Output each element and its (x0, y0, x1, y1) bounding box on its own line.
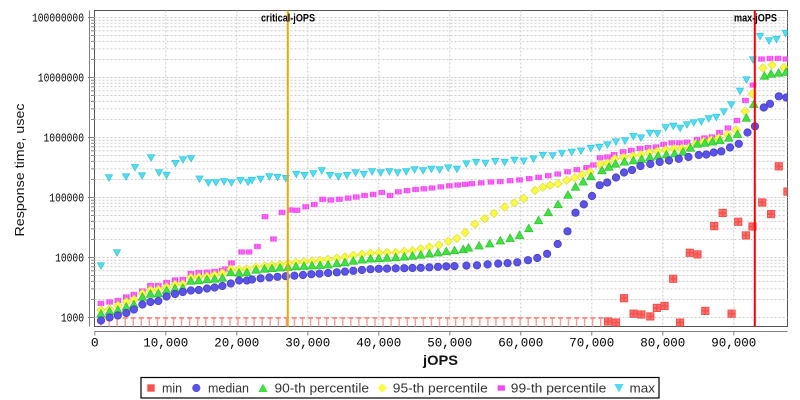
svg-text:80,000: 80,000 (640, 335, 685, 350)
svg-text:100000000: 100000000 (32, 13, 84, 26)
svg-text:20,000: 20,000 (214, 335, 259, 350)
svg-text:99-th percentile: 99-th percentile (511, 380, 607, 395)
svg-text:min: min (162, 380, 182, 395)
svg-text:95-th percentile: 95-th percentile (393, 380, 488, 395)
svg-text:90-th percentile: 90-th percentile (275, 380, 370, 395)
svg-text:Response time, usec: Response time, usec (12, 103, 27, 236)
svg-text:90,000: 90,000 (711, 335, 756, 350)
svg-text:1000: 1000 (61, 313, 84, 326)
svg-text:max: max (630, 380, 656, 395)
svg-text:10,000: 10,000 (143, 335, 188, 350)
svg-text:0: 0 (91, 335, 99, 350)
svg-text:10000000: 10000000 (38, 73, 84, 86)
svg-text:60,000: 60,000 (498, 335, 543, 350)
svg-text:max-jOPS: max-jOPS (734, 13, 777, 25)
svg-text:70,000: 70,000 (569, 335, 614, 350)
svg-text:40,000: 40,000 (356, 335, 401, 350)
svg-text:100000: 100000 (49, 193, 84, 206)
svg-text:30,000: 30,000 (285, 335, 330, 350)
svg-text:10000: 10000 (55, 253, 84, 266)
svg-text:1000000: 1000000 (44, 133, 85, 146)
svg-text:50,000: 50,000 (427, 335, 472, 350)
svg-text:jOPS: jOPS (422, 352, 458, 368)
svg-text:critical-jOPS: critical-jOPS (261, 13, 315, 25)
svg-text:median: median (208, 380, 249, 395)
